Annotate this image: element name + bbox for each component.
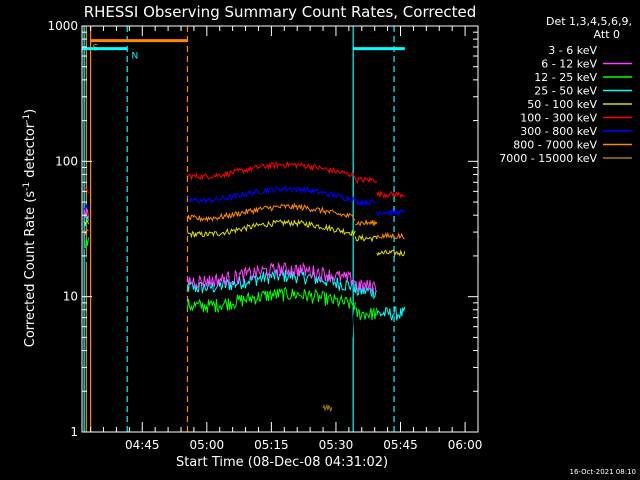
series-50-100-kev — [83, 218, 406, 258]
legend-header-detectors: Det 1,3,4,5,6,9, — [546, 15, 632, 28]
plot-frame — [81, 25, 479, 433]
legend-item-label: 100 - 300 keV — [520, 112, 597, 125]
y-tick-label: 1000 — [47, 19, 78, 33]
series-trace — [187, 185, 356, 204]
series-trace — [355, 198, 377, 207]
series-trace — [376, 249, 406, 258]
series-trace — [187, 261, 356, 289]
series-trace — [187, 218, 356, 239]
render-timestamp: 16-Oct-2021 08:10 — [570, 468, 636, 476]
legend-item-label: 800 - 7000 keV — [513, 139, 597, 152]
series-trace — [83, 188, 89, 194]
flag-label: N — [132, 52, 139, 62]
chart-title: RHESSI Observing Summary Count Rates, Co… — [84, 3, 477, 21]
series-7000-15000-kev — [322, 403, 333, 412]
series-trace — [187, 286, 356, 314]
x-tick-label: 06:00 — [448, 438, 483, 452]
series-trace — [355, 307, 378, 321]
series-100-300-kev — [83, 161, 405, 199]
legend-item-label: 3 - 6 keV — [548, 44, 597, 57]
legend-item-label: 25 - 50 keV — [534, 85, 597, 98]
y-tick-label: 100 — [55, 154, 78, 168]
series-trace — [84, 228, 89, 235]
series-trace — [84, 247, 89, 263]
legend-header-attenuator: Att 0 — [594, 28, 620, 41]
y-axis-label: Corrected Count Rate (s-1 detector-1) — [22, 109, 38, 347]
x-tick-label: 05:00 — [190, 438, 225, 452]
series-300-800-kev — [83, 185, 406, 217]
x-tick-label: 05:45 — [383, 438, 418, 452]
series-trace — [83, 204, 89, 212]
series-trace — [187, 267, 356, 294]
y-tick-label: 1 — [70, 425, 78, 439]
series-trace — [354, 284, 378, 300]
series-trace — [354, 176, 378, 185]
series-trace — [376, 208, 406, 217]
series-25-50-kev — [83, 216, 406, 321]
series-800-7000-kev — [84, 202, 406, 240]
series-trace — [187, 161, 356, 181]
series-trace — [187, 301, 356, 339]
series-trace — [376, 231, 406, 240]
series-trace — [83, 216, 89, 227]
series-trace — [376, 306, 406, 321]
legend-item-label: 12 - 25 keV — [534, 71, 597, 84]
x-tick-label: 05:30 — [319, 438, 354, 452]
series-trace — [187, 202, 356, 223]
legend-item-label: 50 - 100 keV — [527, 98, 597, 111]
y-tick-label: 10 — [63, 290, 78, 304]
legend-item-label: 300 - 800 keV — [520, 125, 597, 138]
x-tick-label: 04:45 — [125, 438, 160, 452]
series-trace — [83, 219, 89, 225]
legend-item-label: 6 - 12 keV — [541, 58, 597, 71]
series-trace — [376, 189, 405, 199]
series-trace — [355, 218, 378, 227]
series-trace — [354, 319, 378, 348]
series-3-6-kev — [84, 247, 378, 348]
series-trace — [354, 279, 378, 294]
x-tick-label: 05:15 — [254, 438, 289, 452]
x-axis-label: Start Time (08-Dec-08 04:31:02) — [176, 455, 388, 470]
series-trace — [322, 403, 333, 412]
series-trace — [354, 233, 378, 243]
legend-item-label: 7000 - 15000 keV — [499, 152, 597, 165]
